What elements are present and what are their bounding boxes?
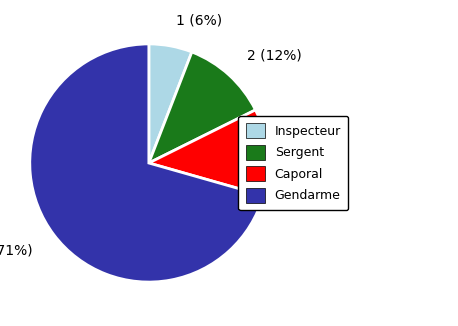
Wedge shape xyxy=(149,52,256,163)
Text: 2 (12%): 2 (12%) xyxy=(294,142,348,156)
Text: 12 (71%): 12 (71%) xyxy=(0,244,33,258)
Text: 2 (12%): 2 (12%) xyxy=(247,49,301,63)
Wedge shape xyxy=(30,44,263,282)
Wedge shape xyxy=(149,110,268,196)
Legend: Inspecteur, Sergent, Caporal, Gendarme: Inspecteur, Sergent, Caporal, Gendarme xyxy=(239,116,349,210)
Text: 1 (6%): 1 (6%) xyxy=(175,13,222,27)
Wedge shape xyxy=(149,44,192,163)
